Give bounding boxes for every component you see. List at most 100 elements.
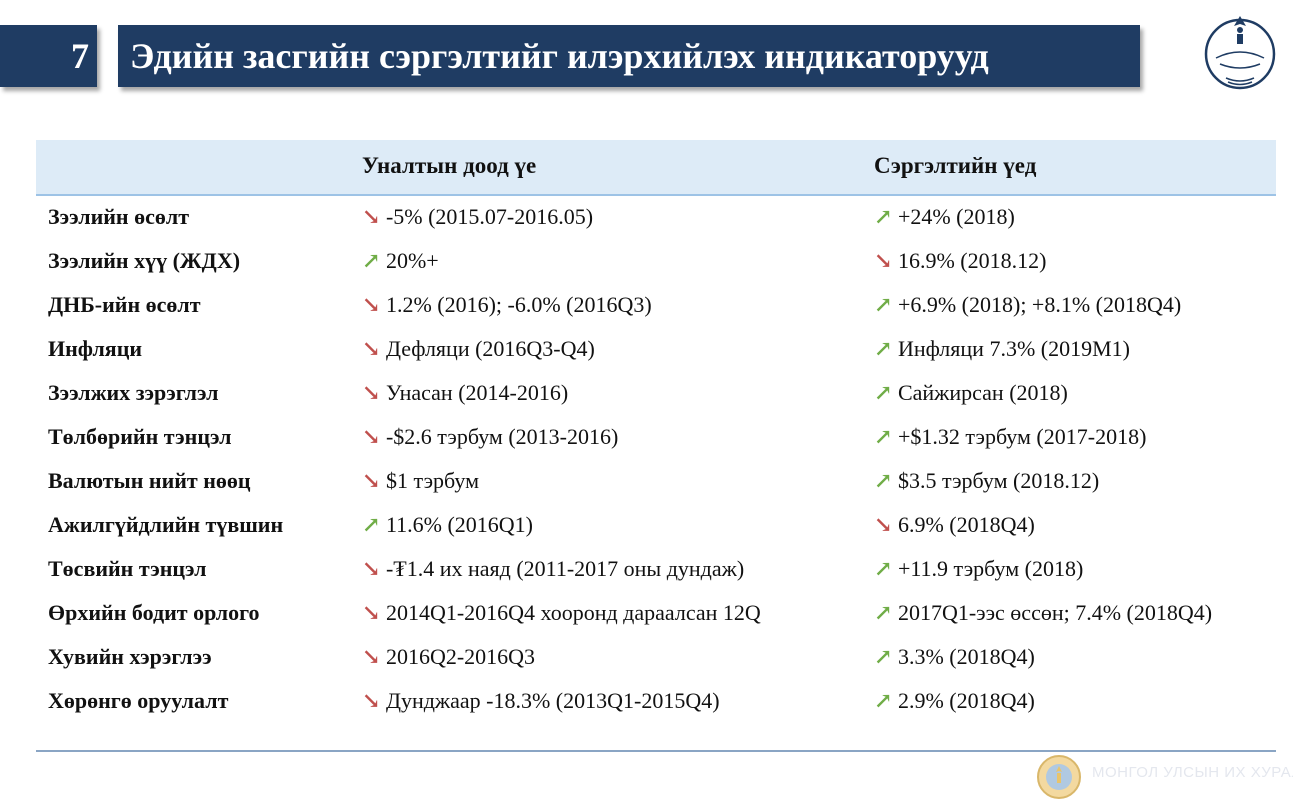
before-value: $1 тэрбум: [385, 468, 480, 493]
table-row: Хувийн хэрэглээ ↘ 2016Q2-2016Q3 ↗ 3.3% (20…: [36, 636, 1276, 680]
table-row: Зээлжих зэрэглэл ↘ Унасан (2014-2016) ↗ Са…: [36, 372, 1276, 416]
after-cell: ↗ +11.9 тэрбум (2018): [874, 556, 1083, 582]
before-cell: ↗ 20%+: [362, 248, 439, 274]
after-value: $3.5 тэрбум (2018.12): [897, 468, 1100, 493]
arrow-down-icon: ↘: [362, 336, 381, 361]
arrow-up-icon: ↗: [874, 556, 893, 581]
arrow-up-icon: ↗: [362, 248, 381, 273]
after-value: Сайжирсан (2018): [897, 380, 1068, 405]
before-value: 1.2% (2016); -6.0% (2016Q3): [385, 292, 652, 317]
arrow-down-icon: ↘: [362, 204, 381, 229]
indicator-label: Зээлийн өсөлт: [48, 204, 190, 229]
column-header-before: Уналтын доод үе: [362, 153, 537, 178]
table-row: Зээлийн өсөлт ↘ -5% (2015.07-2016.05) ↗ +2…: [36, 196, 1276, 240]
arrow-down-icon: ↘: [362, 688, 381, 713]
after-cell: ↗ 2.9% (2018Q4): [874, 688, 1035, 714]
footer-text: МОНГОЛ УЛСЫН ИХ ХУРАЛ: [1092, 764, 1293, 781]
indicator-label: Хөрөнгө оруулалт: [48, 688, 229, 713]
table-header: Уналтын доод үе Сэргэлтийн үед: [36, 140, 1276, 196]
indicator-label: Өрхийн бодит орлого: [48, 600, 260, 625]
after-value: Инфляци 7.3% (2019M1): [897, 336, 1130, 361]
indicator-label: Ажилгүйдлийн түвшин: [48, 512, 284, 537]
before-cell: ↘ Дефляци (2016Q3-Q4): [362, 336, 595, 362]
before-value: -₮1.4 их наяд (2011-2017 оны дундаж): [385, 556, 745, 581]
table-body: Зээлийн өсөлт ↘ -5% (2015.07-2016.05) ↗ +2…: [36, 196, 1276, 724]
before-cell: ↘ 2016Q2-2016Q3: [362, 644, 535, 670]
indicators-table: Уналтын доод үе Сэргэлтийн үед Зээлийн ө…: [36, 140, 1276, 724]
arrow-down-icon: ↘: [362, 380, 381, 405]
table-row: Ажилгүйдлийн түвшин ↗ 11.6% (2016Q1) ↘ 6.9…: [36, 504, 1276, 548]
central-bank-logo-icon: [1204, 16, 1276, 90]
arrow-down-icon: ↘: [362, 644, 381, 669]
table-row: Төсвийн тэнцэл ↘ -₮1.4 их наяд (2011-2017…: [36, 548, 1276, 592]
before-cell: ↘ Унасан (2014-2016): [362, 380, 568, 406]
after-value: 2.9% (2018Q4): [897, 688, 1035, 713]
table-row: Төлбөрийн тэнцэл ↘ -$2.6 тэрбум (2013-201…: [36, 416, 1276, 460]
after-value: +$1.32 тэрбум (2017-2018): [897, 424, 1147, 449]
arrow-down-icon: ↘: [874, 248, 893, 273]
indicator-label: Инфляци: [48, 336, 143, 361]
table-row: Зээлийн хүү (ЖДХ) ↗ 20%+ ↘ 16.9% (2018.12): [36, 240, 1276, 284]
before-value: 2016Q2-2016Q3: [385, 644, 536, 669]
after-value: +11.9 тэрбум (2018): [897, 556, 1084, 581]
indicator-label: Зээлжих зэрэглэл: [48, 380, 219, 405]
arrow-up-icon: ↗: [874, 380, 893, 405]
table-row: Валютын нийт нөөц ↘ $1 тэрбум ↗ $3.5 тэрбу…: [36, 460, 1276, 504]
after-cell: ↗ Сайжирсан (2018): [874, 380, 1068, 406]
table-row: Хөрөнгө оруулалт ↘ Дунджаар -18.3% (2013Q…: [36, 680, 1276, 724]
before-value: Дефляци (2016Q3-Q4): [385, 336, 595, 361]
after-cell: ↗ 2017Q1-ээс өссөн; 7.4% (2018Q4): [874, 600, 1212, 626]
table-row: ДНБ-ийн өсөлт ↘ 1.2% (2016); -6.0% (2016Q…: [36, 284, 1276, 328]
before-cell: ↗ 11.6% (2016Q1): [362, 512, 533, 538]
after-cell: ↘ 6.9% (2018Q4): [874, 512, 1035, 538]
arrow-up-icon: ↗: [874, 204, 893, 229]
arrow-up-icon: ↗: [874, 336, 893, 361]
arrow-down-icon: ↘: [362, 600, 381, 625]
arrow-down-icon: ↘: [362, 424, 381, 449]
before-cell: ↘ -5% (2015.07-2016.05): [362, 204, 593, 230]
column-header-after: Сэргэлтийн үед: [874, 153, 1037, 178]
arrow-up-icon: ↗: [874, 644, 893, 669]
bottom-divider: [36, 750, 1276, 752]
after-value: 16.9% (2018.12): [897, 248, 1047, 273]
arrow-up-icon: ↗: [874, 688, 893, 713]
before-cell: ↘ 2014Q1-2016Q4 хооронд дараалсан 12Q: [362, 600, 761, 626]
after-cell: ↘ 16.9% (2018.12): [874, 248, 1046, 274]
after-value: 2017Q1-ээс өссөн; 7.4% (2018Q4): [897, 600, 1213, 625]
before-value: -5% (2015.07-2016.05): [385, 204, 594, 229]
indicator-label: ДНБ-ийн өсөлт: [48, 292, 201, 317]
arrow-up-icon: ↗: [874, 600, 893, 625]
slide-number: 7: [0, 25, 97, 87]
before-value: 20%+: [385, 248, 439, 273]
before-cell: ↘ 1.2% (2016); -6.0% (2016Q3): [362, 292, 652, 318]
indicator-label: Валютын нийт нөөц: [48, 468, 251, 493]
arrow-up-icon: ↗: [874, 424, 893, 449]
after-value: +6.9% (2018); +8.1% (2018Q4): [897, 292, 1182, 317]
table-row: Өрхийн бодит орлого ↘ 2014Q1-2016Q4 хооро…: [36, 592, 1276, 636]
table-row: Инфляци ↘ Дефляци (2016Q3-Q4) ↗ Инфляци 7.…: [36, 328, 1276, 372]
before-value: 2014Q1-2016Q4 хооронд дараалсан 12Q: [385, 600, 761, 625]
after-cell: ↗ +24% (2018): [874, 204, 1015, 230]
arrow-down-icon: ↘: [874, 512, 893, 537]
page-title: Эдийн засгийн сэргэлтийг илэрхийлэх инди…: [118, 25, 1140, 87]
after-cell: ↗ +$1.32 тэрбум (2017-2018): [874, 424, 1146, 450]
before-value: Унасан (2014-2016): [385, 380, 569, 405]
before-cell: ↘ Дунджаар -18.3% (2013Q1-2015Q4): [362, 688, 720, 714]
indicator-label: Хувийн хэрэглээ: [48, 644, 212, 669]
arrow-down-icon: ↘: [362, 292, 381, 317]
after-cell: ↗ $3.5 тэрбум (2018.12): [874, 468, 1099, 494]
indicator-label: Зээлийн хүү (ЖДХ): [48, 248, 241, 273]
arrow-up-icon: ↗: [874, 292, 893, 317]
after-value: 6.9% (2018Q4): [897, 512, 1035, 537]
after-value: +24% (2018): [897, 204, 1015, 229]
after-cell: ↗ 3.3% (2018Q4): [874, 644, 1035, 670]
after-cell: ↗ Инфляци 7.3% (2019M1): [874, 336, 1130, 362]
arrow-up-icon: ↗: [362, 512, 381, 537]
before-value: Дунджаар -18.3% (2013Q1-2015Q4): [385, 688, 720, 713]
arrow-down-icon: ↘: [362, 468, 381, 493]
indicator-label: Төлбөрийн тэнцэл: [48, 424, 232, 449]
before-cell: ↘ -$2.6 тэрбум (2013-2016): [362, 424, 618, 450]
after-cell: ↗ +6.9% (2018); +8.1% (2018Q4): [874, 292, 1181, 318]
state-emblem-seal-icon: [1037, 755, 1081, 799]
arrow-down-icon: ↘: [362, 556, 381, 581]
